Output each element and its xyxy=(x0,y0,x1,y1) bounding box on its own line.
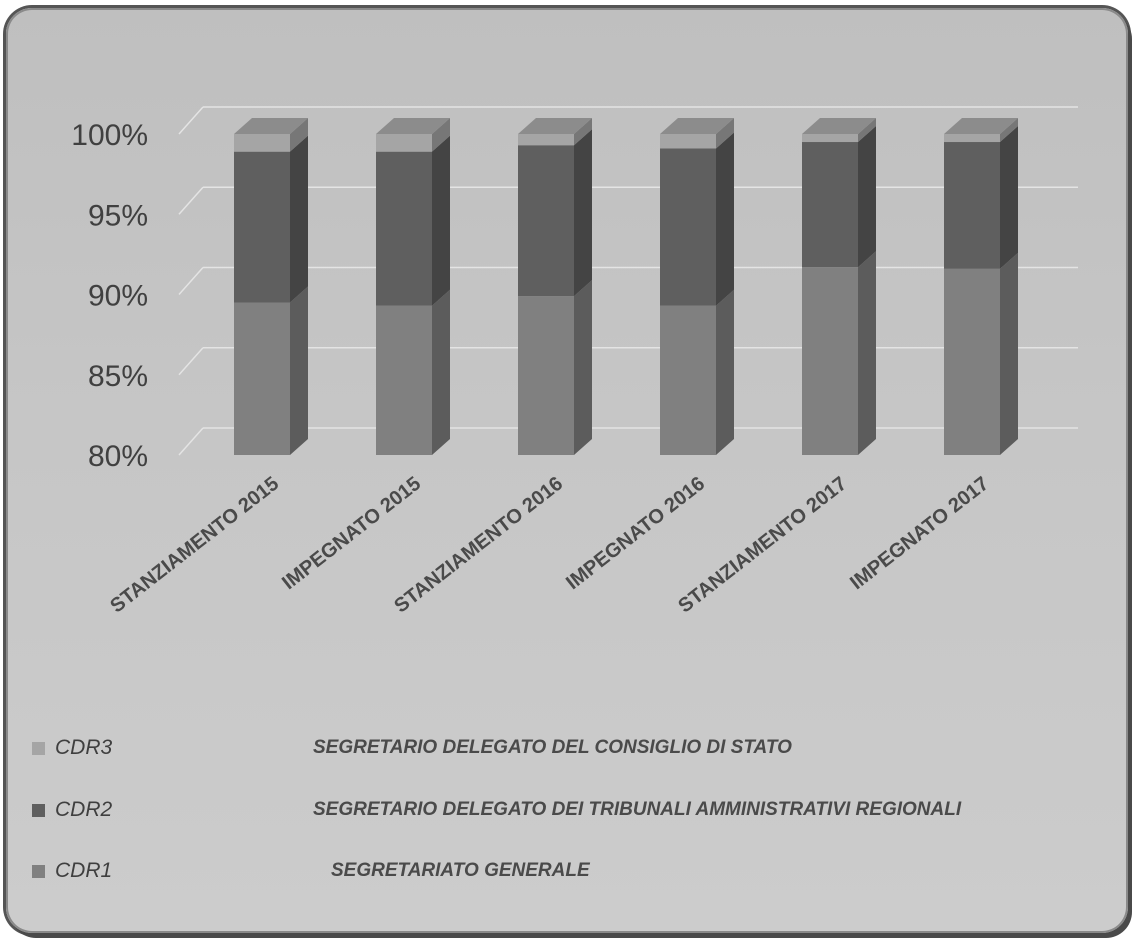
bar-top-cdr3 xyxy=(234,118,308,134)
bars xyxy=(234,118,1018,455)
bar-side-cdr1 xyxy=(290,286,308,455)
bar-top-cdr3 xyxy=(660,118,734,134)
bar-side-cdr1 xyxy=(1000,252,1018,455)
bar-cdr1 xyxy=(234,302,290,455)
legend-code-cdr2: CDR2 xyxy=(55,798,113,821)
bar-cdr2 xyxy=(376,151,432,306)
gridlines xyxy=(178,106,1078,456)
y-tick-label: 90% xyxy=(88,280,148,313)
legend-swatch-cdr3 xyxy=(32,741,45,755)
bar-side-cdr2 xyxy=(432,135,450,306)
legend-label-cdr3: SEGRETARIO DELEGATO DEL CONSIGLIO DI STA… xyxy=(313,737,792,758)
bar-cdr2 xyxy=(518,145,574,297)
legend-item-cdr3[interactable]: CDR3 xyxy=(32,734,135,762)
legend-item-cdr1[interactable]: CDR1 xyxy=(32,857,135,885)
bar-cdr3 xyxy=(660,134,716,149)
bar-side-cdr2 xyxy=(290,135,308,303)
bar-side-cdr2 xyxy=(858,126,876,268)
bar-cdr1 xyxy=(944,268,1000,455)
bar-cdr1 xyxy=(376,305,432,455)
bar-top-cdr3 xyxy=(376,118,450,134)
bar-side-cdr3 xyxy=(432,118,450,152)
x-tick-label: STANZIAMENTO 2015 xyxy=(106,473,283,618)
y-tick-label: 80% xyxy=(88,440,148,473)
gridline-diagonal xyxy=(178,186,204,215)
legend-code-cdr3: CDR3 xyxy=(55,736,113,759)
legend-item-cdr2[interactable]: CDR2 xyxy=(32,796,135,824)
bar-side-cdr2 xyxy=(574,129,592,297)
y-tick-label: 95% xyxy=(88,199,148,232)
bar-cdr3 xyxy=(376,134,432,152)
gridline-diagonal xyxy=(178,347,204,376)
bar-side-cdr1 xyxy=(858,251,876,455)
bar-cdr1 xyxy=(660,305,716,455)
bar-side-cdr3 xyxy=(716,118,734,149)
legend-label-cdr1: SEGRETARIATO GENERALE xyxy=(331,860,590,881)
legend-label-cdr2: SEGRETARIO DELEGATO DEI TRIBUNALI AMMINI… xyxy=(313,799,962,820)
bar-side-cdr2 xyxy=(1000,126,1018,269)
bar-cdr2 xyxy=(660,148,716,306)
x-tick-label: IMPEGNATO 2015 xyxy=(278,473,425,595)
bar-top-cdr3 xyxy=(802,118,876,134)
bar-side-cdr2 xyxy=(716,132,734,306)
bar-side-cdr3 xyxy=(1000,118,1018,143)
gridline-diagonal xyxy=(178,106,204,135)
bar-side-cdr1 xyxy=(716,289,734,455)
bar-cdr3 xyxy=(234,134,290,152)
x-tick-label: IMPEGNATO 2016 xyxy=(562,473,709,595)
legend-swatch-cdr2 xyxy=(32,803,45,817)
bar-top-cdr3 xyxy=(944,118,1018,134)
y-tick-label: 100% xyxy=(71,119,148,152)
bar-cdr3 xyxy=(944,134,1000,143)
bar-cdr2 xyxy=(234,151,290,303)
bar-cdr3 xyxy=(518,134,574,146)
bar-cdr3 xyxy=(802,134,858,143)
y-tick-label: 85% xyxy=(88,360,148,393)
gridline-diagonal xyxy=(178,267,204,295)
bar-side-cdr3 xyxy=(858,118,876,143)
bar-side-cdr3 xyxy=(290,118,308,152)
legend-code-cdr1: CDR1 xyxy=(55,859,113,882)
bar-side-cdr3 xyxy=(574,118,592,146)
x-tick-label: IMPEGNATO 2017 xyxy=(846,473,993,595)
bar-cdr1 xyxy=(802,267,858,455)
legend-swatch-cdr1 xyxy=(32,864,45,878)
bar-cdr2 xyxy=(802,142,858,268)
y-axis: 80% 85% 90% 95% 100% xyxy=(71,119,148,473)
bar-cdr2 xyxy=(944,142,1000,269)
bar-cdr1 xyxy=(518,296,574,455)
bar-side-cdr1 xyxy=(432,289,450,455)
gridline-diagonal xyxy=(178,427,204,456)
bar-top-cdr3 xyxy=(518,118,592,134)
bar-side-cdr1 xyxy=(574,280,592,455)
